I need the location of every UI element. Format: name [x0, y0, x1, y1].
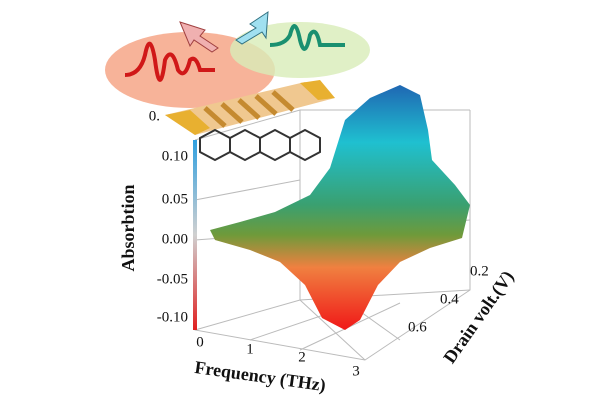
y-tick-label: 0.2 [470, 263, 489, 279]
z-tick-label: -0.05 [157, 271, 188, 287]
z-tick-label: 0.10 [162, 148, 188, 164]
ticks: 0. 0.10 0.05 0.00 -0.05 -0.10 0 1 2 3 0.2 0.4 0.6 [149, 108, 489, 379]
x-tick-label: 2 [298, 349, 306, 365]
y-tick-label: 0.6 [408, 319, 427, 335]
x-axis-title: Frequency (THz) [193, 357, 327, 396]
z-axis-title: Absorbtion [118, 184, 138, 271]
surface [210, 85, 470, 330]
device [105, 11, 370, 162]
y-tick-label: 0.4 [440, 291, 459, 307]
z-tick-label: 0.05 [162, 191, 188, 207]
y-axis-title: Drain volt.(V) [439, 267, 518, 368]
z-tick-label: -0.10 [157, 309, 188, 325]
x-tick-label: 3 [352, 363, 360, 379]
x-tick-label: 1 [246, 341, 254, 357]
x-tick-label: 0 [196, 334, 204, 350]
z-tick-label: 0. [149, 108, 160, 124]
z-tick-label: 0.00 [162, 231, 188, 247]
